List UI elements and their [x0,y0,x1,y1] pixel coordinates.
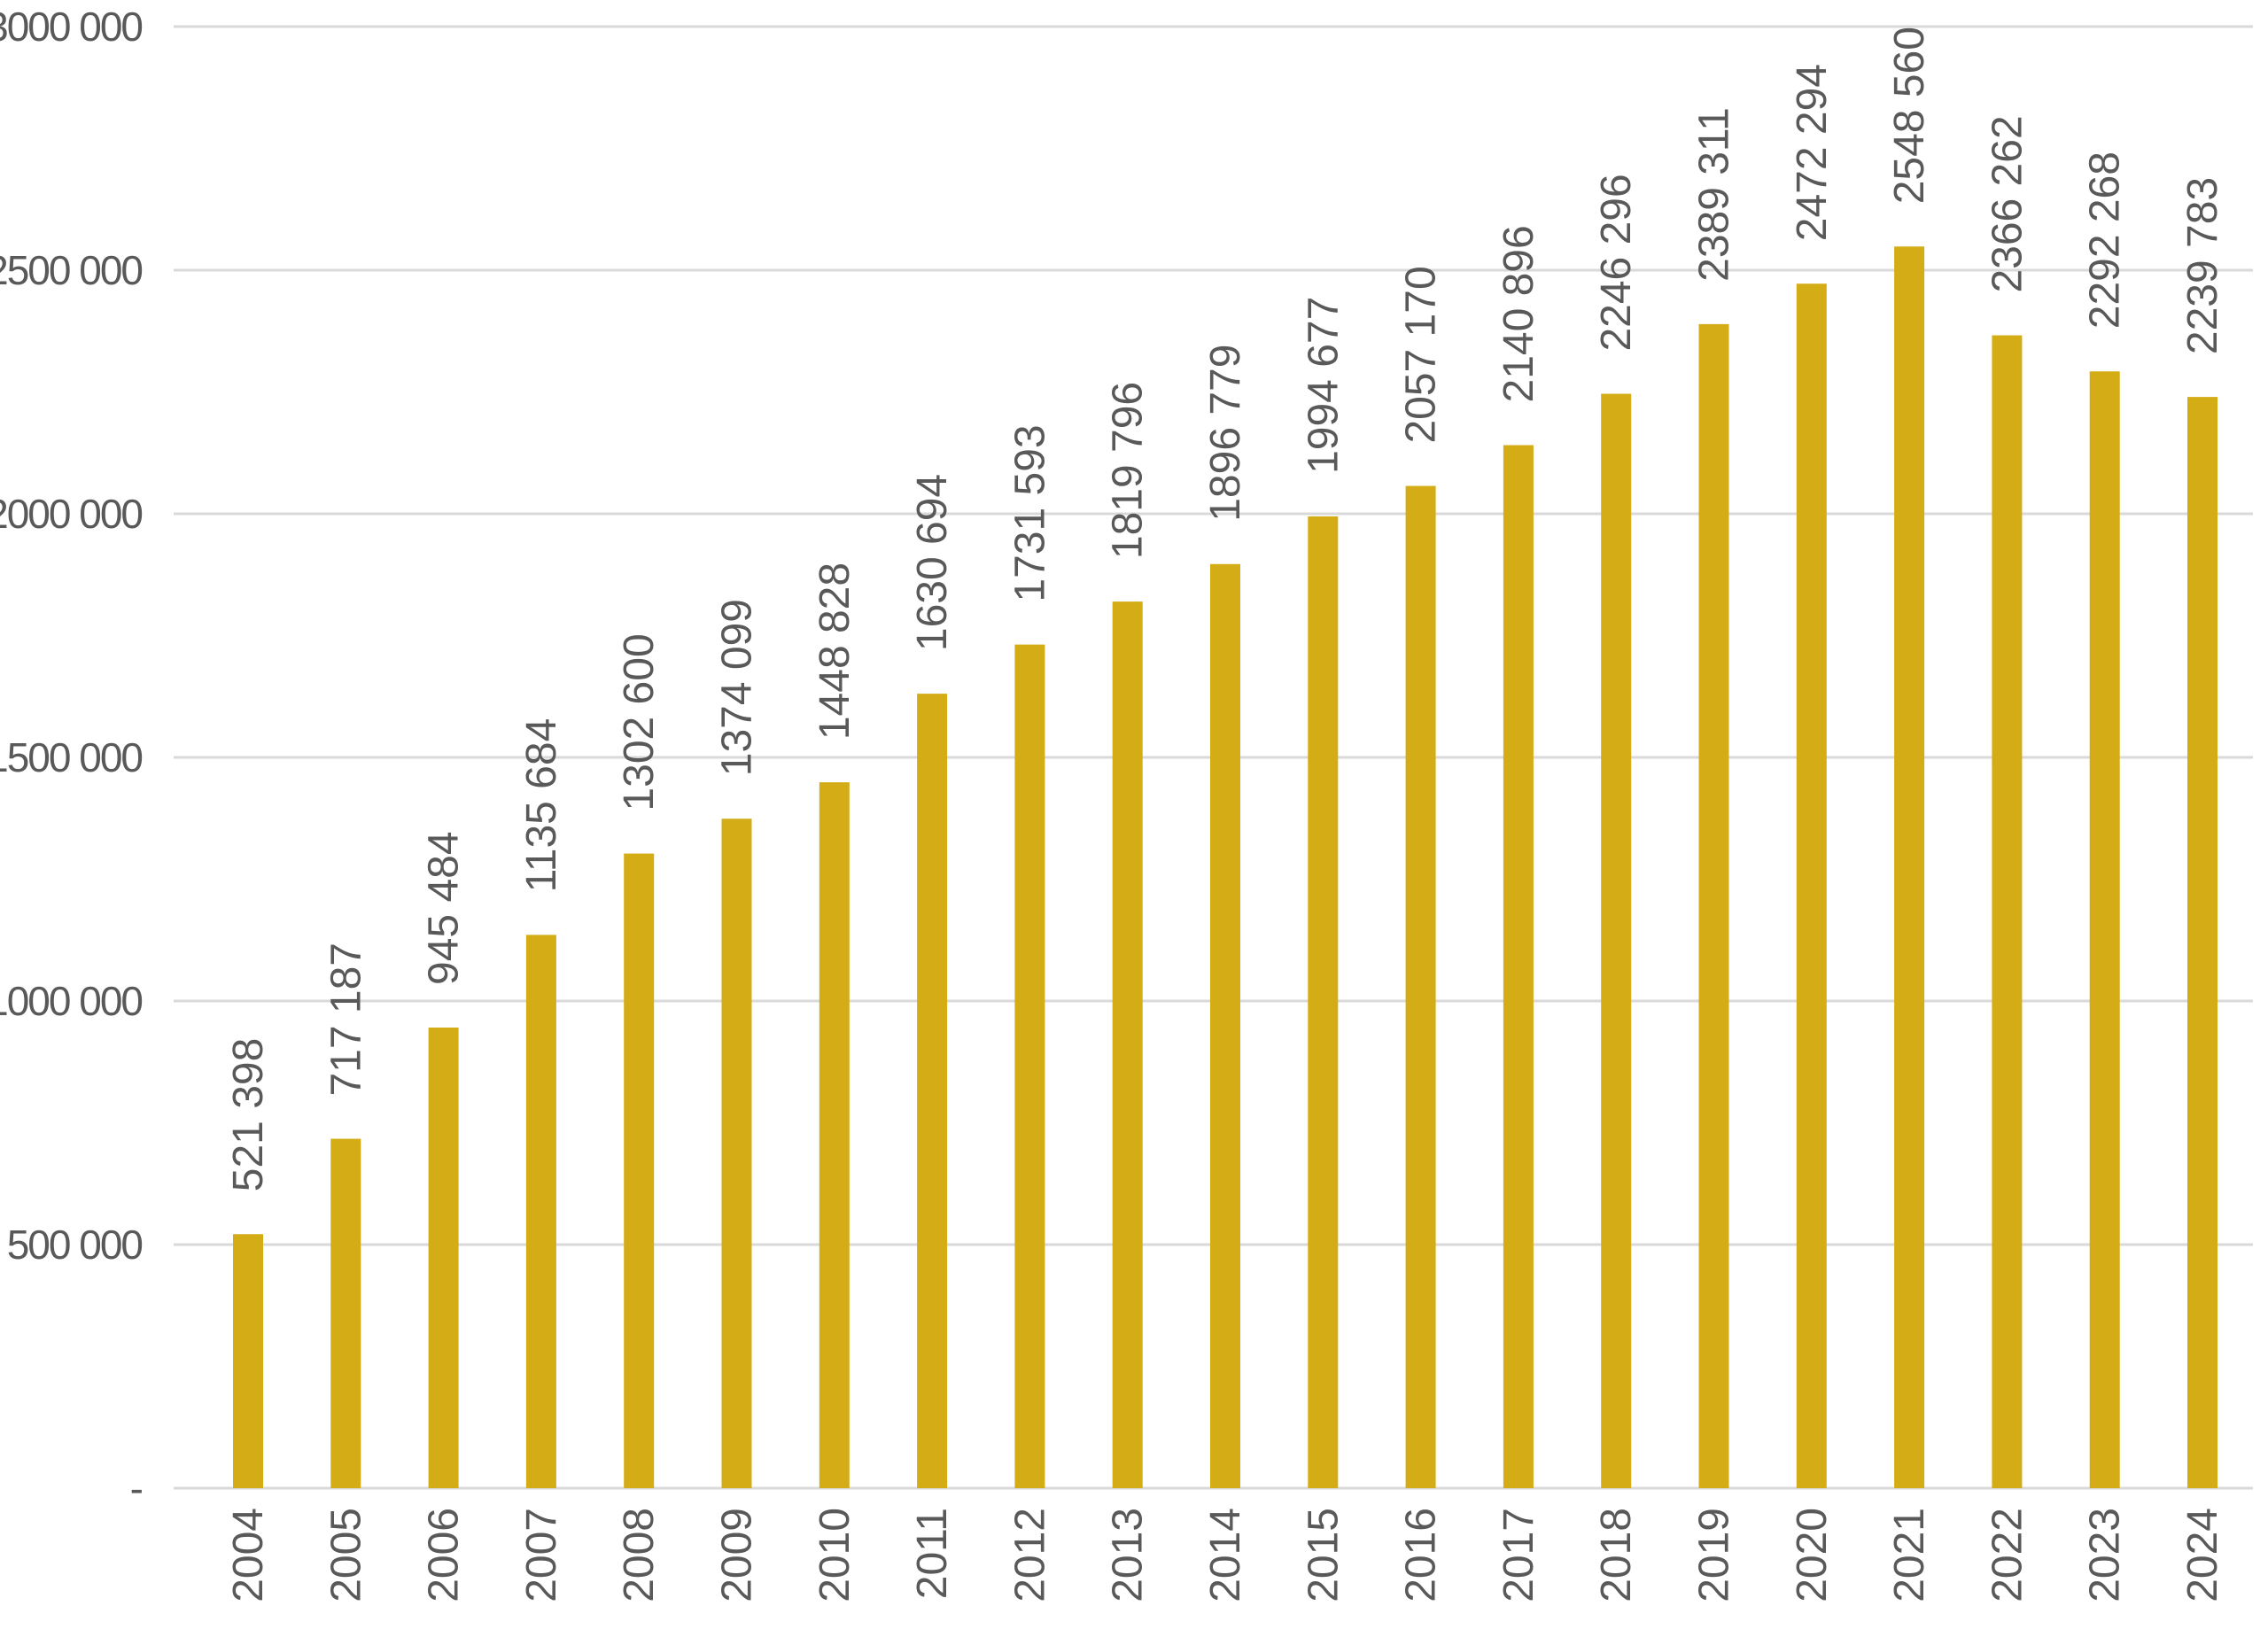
bar-2005 [330,1138,361,1488]
x-tick-label: 2007 [518,1508,565,1602]
data-label: 2472 294 [1789,64,1836,241]
bar-2016 [1405,485,1436,1488]
data-label: 1374 099 [714,599,761,776]
bar-2009 [721,818,752,1488]
bar-2023 [2089,371,2120,1489]
data-label: 2389 311 [1691,107,1738,282]
x-tick-label: 2004 [225,1508,272,1602]
x-tick-label: 2020 [1789,1508,1836,1602]
data-label: 1302 600 [616,633,663,811]
bar-2019 [1698,323,1729,1489]
bar-2011 [917,694,948,1488]
bar-2022 [1992,335,2023,1488]
data-label: 2239 783 [2179,177,2226,354]
data-label: 717 187 [322,943,369,1097]
y-tick-label: 1500 000 [0,734,142,780]
data-label: 2057 170 [1398,266,1445,443]
x-tick-label: 2012 [1006,1508,1053,1602]
bar-2018 [1601,393,1632,1488]
data-label: 521 398 [225,1038,272,1192]
x-tick-label: 2023 [2082,1508,2129,1602]
data-label: 1994 677 [1300,297,1347,474]
x-tick-label: 2017 [1495,1508,1542,1602]
data-label: 1896 779 [1202,345,1249,522]
y-tick-label: - [130,1465,143,1511]
x-tick-label: 2021 [1886,1508,1933,1602]
data-label: 1448 828 [812,562,858,740]
bar-2004 [233,1234,263,1488]
x-tick-label: 2024 [2179,1508,2226,1602]
y-tick-label: 500 000 [7,1222,143,1268]
bar-2008 [624,853,655,1488]
x-tick-label: 2016 [1398,1508,1445,1602]
data-label: 2140 896 [1495,225,1542,402]
x-tick-label: 2008 [616,1508,663,1602]
bar-2006 [428,1027,459,1488]
data-label: 1819 796 [1105,382,1152,559]
data-label: 2292 268 [2082,151,2129,329]
bars [233,246,2218,1489]
bar-2013 [1112,601,1143,1488]
bar-2015 [1308,516,1339,1488]
bar-2024 [2187,397,2218,1488]
x-tick-label: 2006 [421,1508,468,1602]
x-tick-label: 2009 [714,1508,761,1602]
data-label: 2246 296 [1593,174,1640,351]
y-tick-label: 2000 000 [0,491,142,537]
bar-2010 [819,782,850,1488]
x-tick-label: 2018 [1593,1508,1640,1602]
x-tick-label: 2015 [1300,1508,1347,1602]
x-tick-label: 2005 [322,1508,369,1602]
data-label: 2366 262 [1984,115,2031,292]
x-tick-label: 2022 [1984,1508,2031,1602]
data-label: 945 484 [421,831,468,985]
y-axis-tick-labels: - 500 000 1000 000 1500 000 2000 000 2500 000… [0,4,144,1511]
x-tick-label: 2013 [1105,1508,1152,1602]
bar-2021 [1894,246,1925,1488]
x-tick-label: 2014 [1202,1508,1249,1602]
bar-2014 [1210,563,1240,1489]
data-label: 1135 684 [518,718,565,893]
data-labels: 521 398 717 187 945 484 1135 684 1302 600 137… [225,27,2226,1191]
data-label: 1731 593 [1006,424,1053,601]
x-axis-tick-labels: 2004 2005 2006 2007 2008 2009 2010 2011 2012 2013… [225,1508,2226,1602]
bar-2020 [1796,283,1827,1489]
y-tick-label: 3000 000 [0,4,142,50]
y-tick-label: 1000 000 [0,978,142,1024]
bar-2017 [1503,445,1534,1488]
bar-2007 [525,935,556,1488]
x-tick-label: 2010 [812,1508,858,1602]
x-tick-label: 2019 [1691,1508,1738,1602]
bar-2012 [1014,644,1045,1488]
x-tick-label: 2011 [909,1508,956,1599]
data-label: 2548 560 [1886,27,1933,204]
data-label: 1630 694 [909,474,956,651]
y-tick-label: 2500 000 [0,247,142,293]
